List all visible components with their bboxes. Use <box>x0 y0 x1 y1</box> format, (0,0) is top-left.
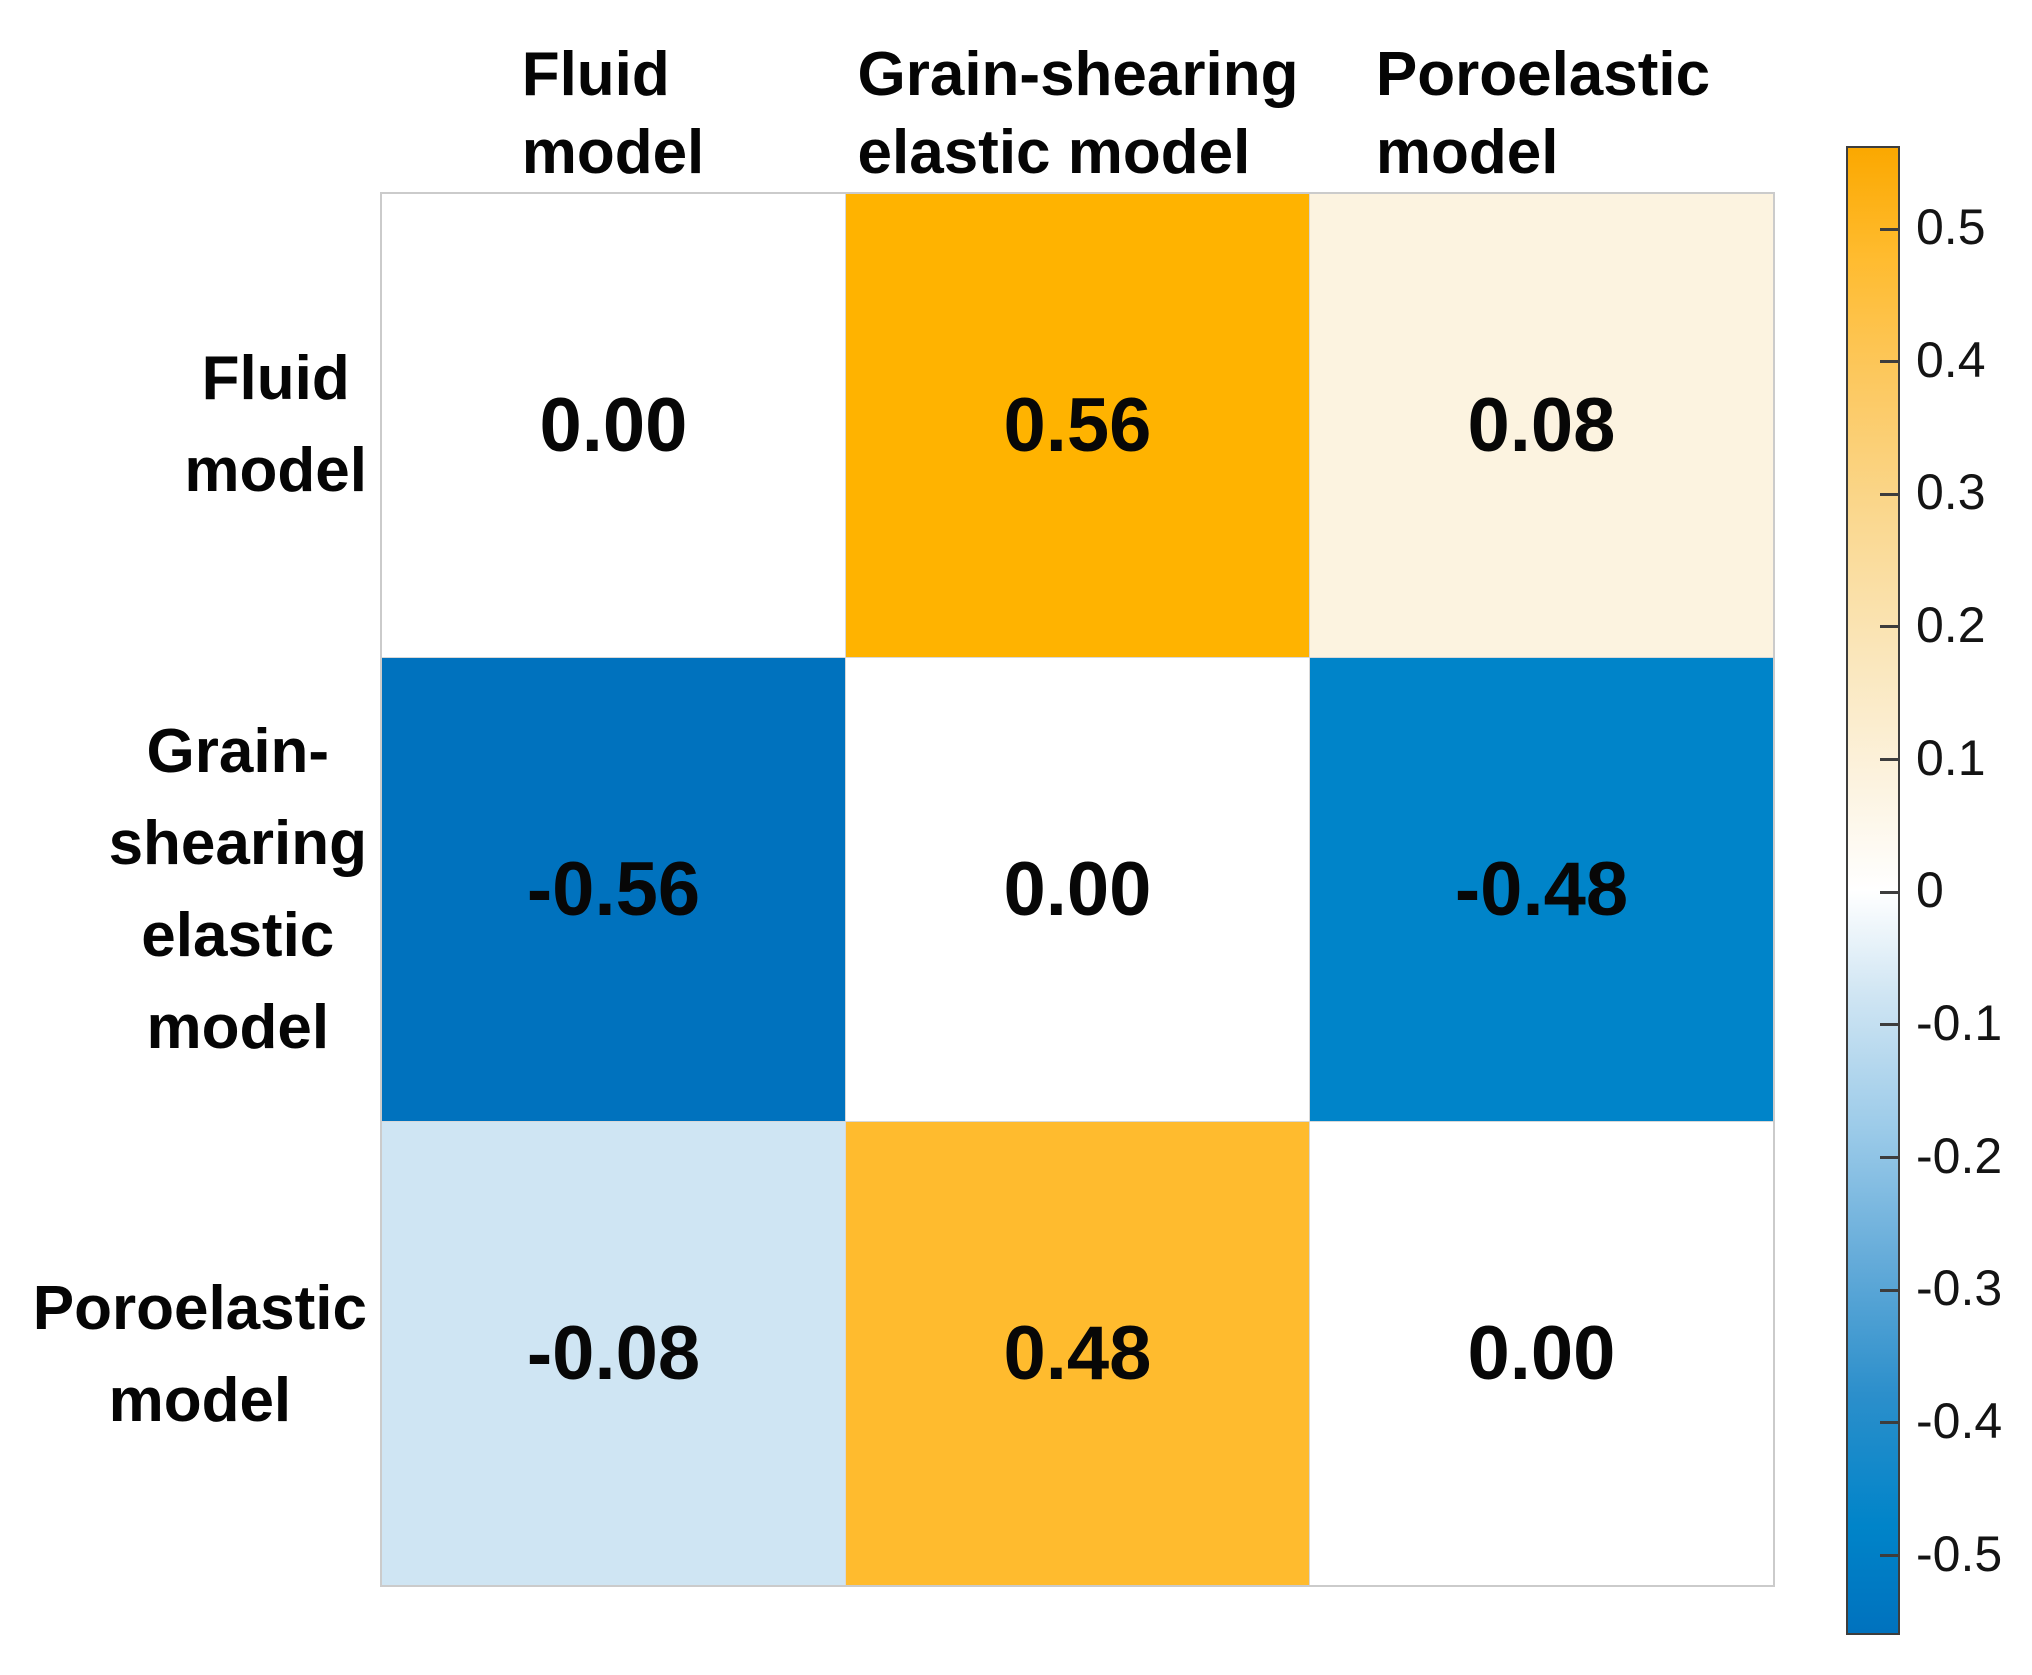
colorbar-tick <box>1880 891 1898 894</box>
column-header-poroelastic-model: Poroelastic model <box>1375 40 1711 187</box>
colorbar-tick-label: -0.5 <box>1916 1526 2003 1582</box>
cell-value: 0.00 <box>1003 847 1152 932</box>
cell-value: -0.08 <box>526 1311 701 1396</box>
colorbar-tick-label: -0.1 <box>1916 995 2003 1051</box>
heatmap-cell-r0c2: 0.08 <box>1310 194 1773 657</box>
heatmap-cell-r2c0: -0.08 <box>382 1122 845 1585</box>
row-header-fluid-model: Fluid model <box>184 344 367 505</box>
cell-value: 0.48 <box>1003 1311 1152 1396</box>
column-header-grain-shearing-elastic-model: Grain-shearing elastic model <box>857 40 1299 187</box>
colorbar-tick <box>1880 1421 1898 1424</box>
colorbar-gradient <box>1846 146 1900 1635</box>
colorbar-tick <box>1880 1554 1898 1557</box>
heatmap-cell-r0c0: 0.00 <box>382 194 845 657</box>
colorbar: 0.5 0.4 0.3 0.2 0.1 0 -0.1 -0.2 -0.3 -0.… <box>1846 146 2032 1635</box>
colorbar-tick <box>1880 758 1898 761</box>
colorbar-tick <box>1880 493 1898 496</box>
colorbar-tick <box>1880 228 1898 231</box>
heatmap-cell-r1c2: -0.48 <box>1310 658 1773 1121</box>
colorbar-tick-label: 0.5 <box>1916 199 1986 255</box>
heatmap-grid: 0.00 0.56 0.08 -0.56 0.00 -0.48 -0.08 0.… <box>380 192 1775 1587</box>
colorbar-tick <box>1880 1289 1898 1292</box>
colorbar-tick <box>1880 1156 1898 1159</box>
colorbar-tick-label: 0 <box>1916 862 1944 918</box>
colorbar-tick <box>1880 625 1898 628</box>
colorbar-tick-label: 0.3 <box>1916 464 1986 520</box>
heatmap-cell-r1c1: 0.00 <box>846 658 1309 1121</box>
colorbar-tick-label: -0.4 <box>1916 1393 2003 1449</box>
colorbar-tick-label: 0.1 <box>1916 730 1986 786</box>
colorbar-tick-label: 0.2 <box>1916 597 1986 653</box>
colorbar-tick <box>1880 1023 1898 1026</box>
colorbar-tick-label: -0.2 <box>1916 1128 2003 1184</box>
cell-value: -0.48 <box>1454 847 1629 932</box>
heatmap-cell-r2c2: 0.00 <box>1310 1122 1773 1585</box>
cell-value: 0.00 <box>1467 1311 1616 1396</box>
cell-value: 0.00 <box>539 383 688 468</box>
heatmap-cell-r2c1: 0.48 <box>846 1122 1309 1585</box>
heatmap-cell-r0c1: 0.56 <box>846 194 1309 657</box>
colorbar-tick <box>1880 360 1898 363</box>
row-header-poroelastic-model: Poroelastic model <box>32 1274 367 1435</box>
cell-value: -0.56 <box>526 847 701 932</box>
cell-value: 0.08 <box>1467 383 1616 468</box>
heatmap-cell-r1c0: -0.56 <box>382 658 845 1121</box>
colorbar-tick-label: 0.4 <box>1916 332 1986 388</box>
colorbar-tick-label: -0.3 <box>1916 1260 2003 1316</box>
cell-value: 0.56 <box>1003 383 1152 468</box>
row-header-grain-shearing-elastic-model: Grain- shearing elastic model <box>108 717 367 1062</box>
column-header-fluid-model: Fluid model <box>521 40 705 187</box>
